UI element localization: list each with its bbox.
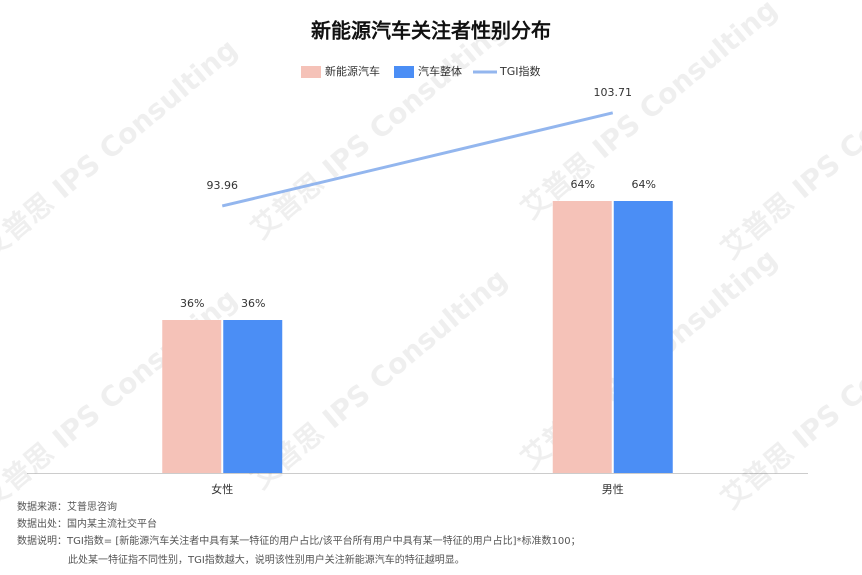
legend-swatch — [301, 66, 321, 78]
bar — [552, 201, 612, 473]
line-label: 93.96 — [207, 179, 239, 192]
x-tick-label: 女性 — [211, 482, 233, 496]
watermark: 艾普思 IPS Consulting — [715, 32, 862, 265]
watermark: 艾普思 IPS Consulting — [245, 12, 514, 245]
legend-label: 新能源汽车 — [325, 64, 380, 78]
bar — [613, 201, 673, 473]
bar — [223, 320, 283, 473]
legend-label: TGI指数 — [499, 64, 541, 78]
line-label: 103.71 — [594, 86, 633, 99]
watermark: 艾普思 IPS Consulting — [245, 262, 514, 495]
watermark: 艾普思 IPS Consulting — [715, 282, 862, 515]
note: 此处某一特征指不同性别，TGI指数越大，说明该性别用户关注新能源汽车的特征越明显… — [68, 553, 465, 566]
value-label: 36% — [241, 297, 265, 310]
tgi-line — [221, 111, 614, 208]
value-label: 64% — [632, 178, 656, 191]
watermark: 艾普思 IPS Consulting — [515, 0, 784, 225]
legend-swatch — [394, 66, 414, 78]
x-tick-label: 男性 — [602, 482, 624, 496]
note: 数据来源：艾普思咨询 — [17, 500, 117, 513]
value-label: 64% — [571, 178, 595, 191]
value-label: 36% — [180, 297, 204, 310]
note: 数据说明：TGI指数= [新能源汽车关注者中具有某一特征的用户占比/该平台所有用… — [17, 534, 581, 547]
chart-title: 新能源汽车关注者性别分布 — [311, 19, 551, 43]
note: 数据出处：国内某主流社交平台 — [17, 517, 157, 530]
watermark: 艾普思 IPS Consulting — [0, 32, 244, 265]
legend-label: 汽车整体 — [418, 64, 462, 78]
bar — [162, 320, 222, 473]
